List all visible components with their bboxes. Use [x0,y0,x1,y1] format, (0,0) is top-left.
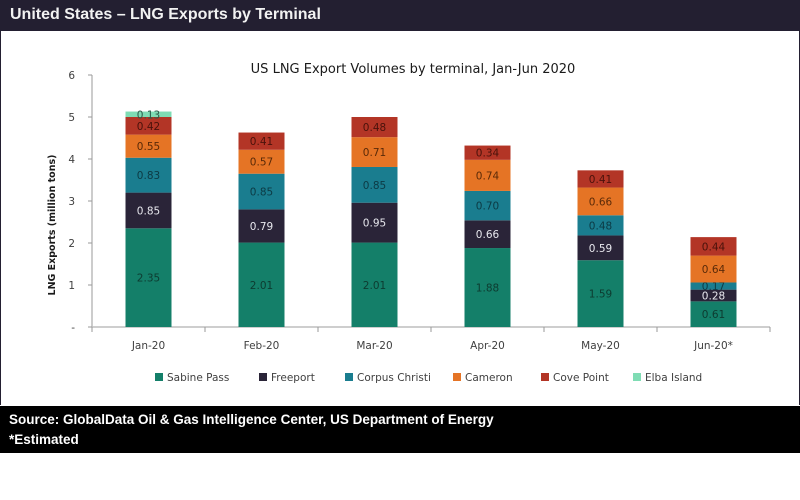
data-label: 0.66 [476,229,500,241]
x-tick-label: Mar-20 [356,340,392,352]
legend-swatch [633,373,641,381]
bar-segment [577,260,624,327]
bar-segment [690,282,737,290]
data-label: 0.59 [589,243,612,255]
y-tick-label: 1 [68,280,75,292]
data-label: 0.66 [589,196,613,208]
data-label: 0.85 [137,205,160,217]
y-tick-label: 2 [68,238,75,250]
bar-segment [125,117,172,135]
estimated-note: *Estimated [9,432,79,447]
data-label: 0.44 [702,241,726,253]
bar-segment [351,117,398,138]
data-label: 0.17 [702,281,725,293]
legend-label: Sabine Pass [167,372,229,384]
legend-label: Cove Point [553,372,609,384]
bar-segment [125,134,172,158]
data-label: 0.13 [137,109,160,121]
data-label: 2.01 [250,280,273,292]
data-label: 0.42 [137,121,160,133]
legend: Sabine Pass Freeport Corpus Christi Cameron… [155,372,702,384]
y-tick-label: 6 [68,70,75,82]
legend-label: Elba Island [645,372,702,384]
bar-segment [690,289,737,302]
data-label: 0.74 [476,170,500,182]
legend-swatch [155,373,163,381]
bar-segment [577,187,624,216]
x-tick-label: Feb-20 [244,340,280,352]
bar-segment [351,166,398,203]
bar-segment [351,137,398,167]
data-label: 1.59 [589,289,612,301]
data-label: 0.85 [363,180,386,192]
bar-segment [351,202,398,243]
data-label: 0.41 [589,174,612,186]
legend-swatch [259,373,267,381]
y-axis-label: LNG Exports (million tons) [47,155,58,296]
bar-segment [464,248,511,327]
legend-swatch [453,373,461,381]
page-title: United States – LNG Exports by Terminal [10,6,321,23]
data-label: 0.71 [363,147,386,159]
bar-segment [690,237,737,256]
data-label: 2.35 [137,273,160,285]
legend-swatch [345,373,353,381]
stacked-bar-chart: US LNG Export Volumes by terminal, Jan-J… [47,62,771,384]
chart-title: US LNG Export Volumes by terminal, Jan-J… [251,62,576,77]
footer-bar: Source: GlobalData Oil & Gas Intelligenc… [0,406,800,453]
data-label: 0.85 [250,187,273,199]
bar-segment [238,173,285,210]
data-label: 0.41 [250,136,273,148]
y-tick-label: 3 [68,196,75,208]
data-label: 0.64 [702,264,726,276]
data-label: 0.95 [363,218,386,230]
bar-segment [464,190,511,221]
data-label: 0.61 [702,309,725,321]
data-label: 0.57 [250,157,273,169]
bar-segment [238,209,285,243]
bar-segment [238,242,285,327]
header-bar: United States – LNG Exports by Terminal [0,0,800,31]
data-label: 0.70 [476,201,499,213]
bar-segment [577,170,624,188]
bars: 2.35 0.85 0.83 0.55 0.420.13 2.01 0.79 0.85 0.57… [125,109,737,327]
bar-segment [238,149,285,174]
data-label: 0.28 [702,291,725,303]
data-label: 0.48 [589,220,612,232]
legend-swatch [541,373,549,381]
y-tick-label: 5 [68,112,75,124]
x-tick-label: Jun-20* [693,340,733,352]
data-label: 0.34 [476,148,500,160]
x-tick-label: Apr-20 [470,340,505,352]
bar-segment [125,157,172,193]
bar-segment [238,132,285,150]
x-tick-label: May-20 [581,340,620,352]
data-label: 0.48 [363,122,386,134]
bar-segment [464,145,511,160]
data-label: 0.55 [137,141,160,153]
bar-segment [464,159,511,191]
bar-segment [577,235,624,261]
data-label: 2.01 [363,280,386,292]
data-label: 0.83 [137,170,160,182]
axes: - 1 2 3 4 5 6 Jan-20 Feb-20 Mar-20 Apr-20 May-20 Jun… [68,70,771,352]
bar-segment [351,242,398,327]
bar-segment [690,255,737,283]
data-label: 0.79 [250,221,273,233]
bar-segment [125,228,172,327]
source-note: Source: GlobalData Oil & Gas Intelligenc… [9,412,494,427]
bar-segment [690,301,737,327]
legend-label: Cameron [465,372,513,384]
bar-segment [125,111,172,117]
legend-label: Corpus Christi [357,372,431,384]
bar-segment [464,220,511,249]
y-tick-label: - [71,322,75,334]
bar-segment [125,192,172,229]
legend-label: Freeport [271,372,315,384]
bar-segment [577,215,624,236]
data-label: 1.88 [476,283,499,295]
y-tick-label: 4 [68,154,75,166]
x-tick-label: Jan-20 [131,340,165,352]
